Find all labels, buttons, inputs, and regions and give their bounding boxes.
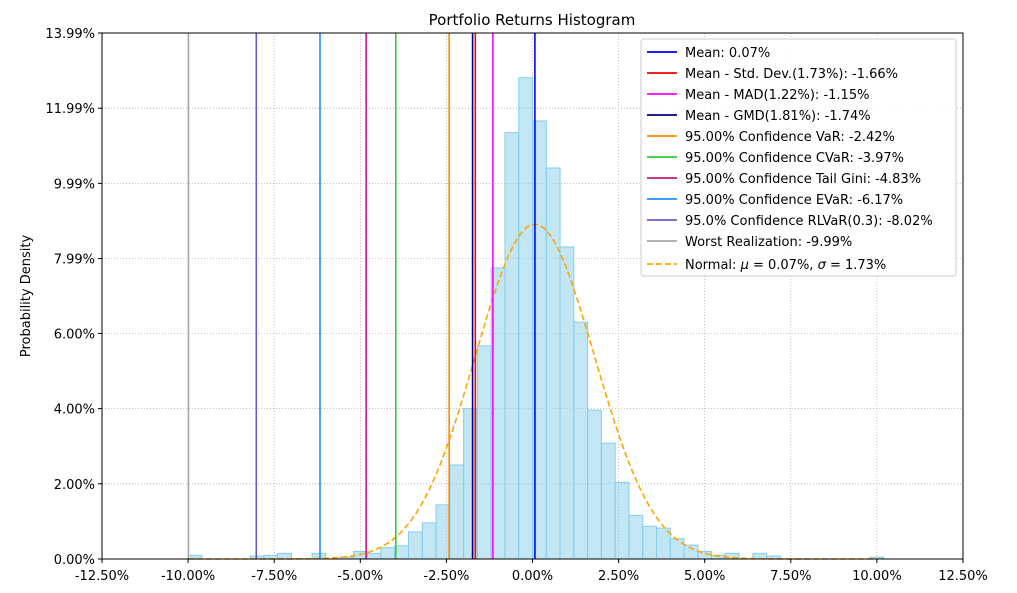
x-tick-label: -12.50% — [75, 569, 129, 584]
legend: Mean: 0.07% Mean - Std. Dev.(1.73%): -1.6… — [640, 38, 957, 277]
histogram-bar — [518, 77, 533, 560]
histogram-bar — [504, 132, 520, 560]
histogram-bars — [187, 77, 885, 560]
x-tick-label: 2.50% — [598, 569, 639, 584]
histogram-bar — [587, 409, 602, 560]
y-axis-label: Probability Density — [19, 235, 34, 358]
histogram-bar — [573, 321, 589, 560]
histogram-bar — [408, 531, 423, 560]
y-tick-label: 7.99% — [54, 253, 95, 268]
x-tick-label: -5.00% — [337, 569, 383, 584]
histogram-bar — [614, 481, 630, 560]
x-tick-label: -7.50% — [251, 569, 297, 584]
x-tick-label: -2.50% — [423, 569, 469, 584]
risk-lines — [187, 33, 536, 559]
legend-label-part: σ — [818, 258, 827, 273]
legend-label: 95.00% Confidence Tail Gini: -4.83% — [685, 172, 921, 187]
y-tick-label: 4.00% — [54, 403, 95, 418]
histogram-bar — [421, 522, 437, 560]
histogram-bar — [669, 538, 685, 560]
legend-label-part: μ — [740, 258, 749, 273]
histogram-bar — [655, 527, 671, 560]
y-tick-label: 13.99% — [45, 27, 95, 42]
legend-label: 95.00% Confidence EVaR: -6.17% — [685, 193, 903, 208]
y-tick-label: 11.99% — [45, 102, 95, 117]
histogram-bar — [449, 464, 465, 560]
chart-title: Portfolio Returns Histogram — [429, 11, 636, 29]
legend-label: Mean - GMD(1.81%): -1.74% — [685, 109, 871, 124]
x-tick-label: 10.00% — [852, 569, 902, 584]
y-axis: 0.00% 2.00% 4.00% 6.00% 7.99% 9.99% 11.99% 13.9… — [45, 27, 102, 568]
x-tick-label: -10.00% — [161, 569, 215, 584]
legend-label: 95.00% Confidence VaR: -2.42% — [685, 130, 895, 145]
histogram-bar — [642, 525, 657, 560]
legend-label-normal: Normal: μ = 0.07%, σ = 1.73% — [685, 258, 886, 273]
legend-label: 95.0% Confidence RLVaR(0.3): -8.02% — [685, 214, 933, 229]
legend-label: Worst Realization: -9.99% — [685, 235, 852, 250]
legend-box — [640, 38, 957, 277]
x-tick-label: 0.00% — [512, 569, 553, 584]
legend-label: Mean - Std. Dev.(1.73%): -1.66% — [685, 67, 898, 82]
x-tick-label: 12.50% — [938, 569, 988, 584]
histogram-bar — [476, 345, 492, 560]
y-tick-label: 6.00% — [54, 327, 95, 342]
x-tick-label: 5.00% — [684, 569, 725, 584]
legend-label: 95.00% Confidence CVaR: -3.97% — [685, 151, 904, 166]
y-tick-label: 2.00% — [54, 478, 95, 493]
histogram-bar — [380, 547, 396, 560]
x-tick-label: 7.50% — [770, 569, 811, 584]
histogram-bar — [600, 442, 616, 560]
histogram-bar — [435, 504, 451, 560]
legend-label: Mean - MAD(1.22%): -1.15% — [685, 88, 869, 103]
legend-label: Mean: 0.07% — [685, 46, 770, 61]
y-tick-label: 9.99% — [54, 177, 95, 192]
histogram-bar — [683, 544, 699, 560]
legend-label-part: = 1.73% — [826, 258, 886, 273]
histogram-bar — [394, 545, 410, 560]
y-tick-label: 0.00% — [54, 553, 95, 568]
histogram-bar — [366, 552, 382, 560]
x-axis: -12.50% -10.00% -7.50% -5.00% -2.50% 0.00% 2.5… — [75, 559, 988, 584]
histogram-bar — [559, 246, 575, 560]
legend-label-part: Normal: — [685, 258, 741, 273]
histogram-bar — [545, 167, 561, 560]
legend-label-part: = 0.07%, — [749, 258, 818, 273]
histogram-bar — [628, 514, 644, 560]
